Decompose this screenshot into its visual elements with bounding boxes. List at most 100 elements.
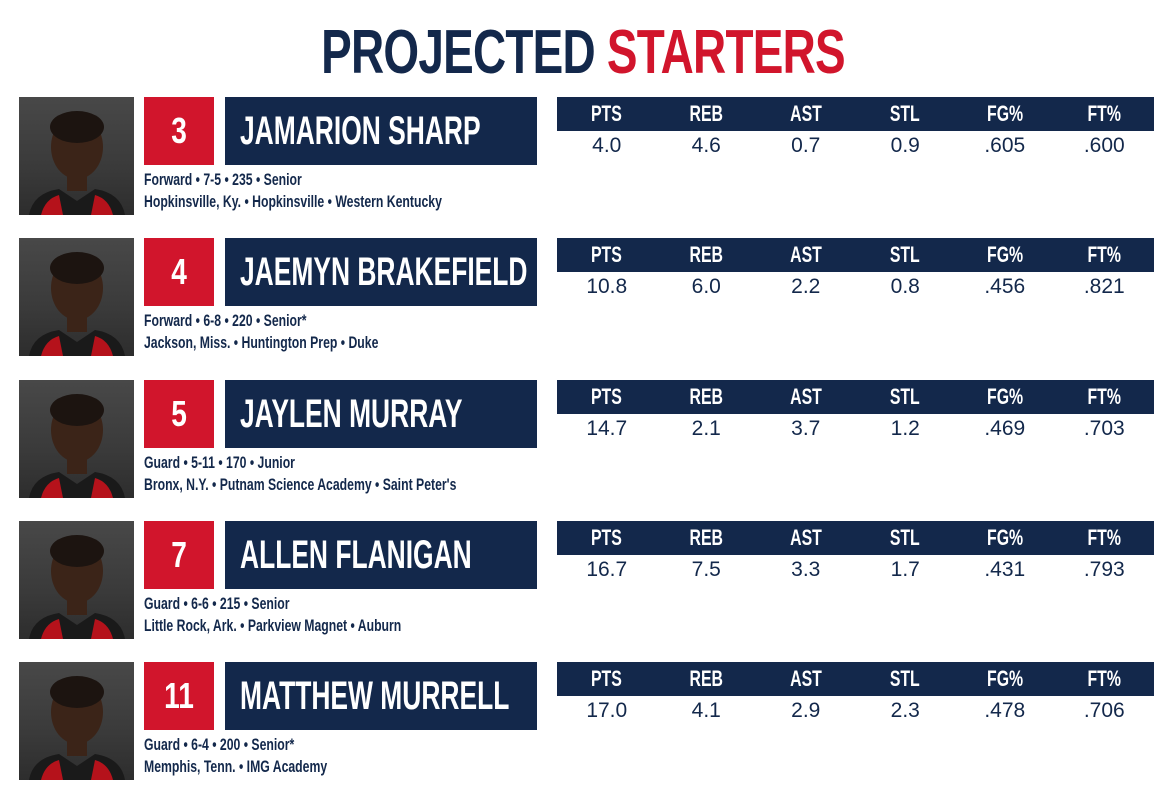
stat-value: .600	[1083, 134, 1125, 157]
stat-header: AST	[789, 666, 822, 691]
player-stats-table: PTS REB AST STL FG% FT% 17.0 4.1 2.9 2.3 .478 .706	[557, 662, 1154, 726]
stats-value-row: 17.0 4.1 2.9 2.3 .478 .706	[557, 696, 1154, 726]
stat-header: STL	[890, 666, 921, 691]
stat-header: FG%	[986, 525, 1023, 550]
stats-value-row: 14.7 2.1 3.7 1.2 .469 .703	[557, 414, 1154, 444]
stat-value: .456	[984, 275, 1026, 298]
stat-header: STL	[890, 384, 921, 409]
stat-header: STL	[890, 242, 921, 267]
stat-value: .706	[1083, 699, 1125, 722]
player-stats-table: PTS REB AST STL FG% FT% 14.7 2.1 3.7 1.2 .469 .703	[557, 380, 1154, 444]
jersey-number: 3	[144, 97, 214, 165]
stat-value: 16.7	[586, 558, 628, 581]
player-hometown-line: Memphis, Tenn. • IMG Academy	[144, 757, 328, 776]
stat-header: FT%	[1087, 242, 1121, 267]
stat-header: STL	[890, 525, 921, 550]
player-name: JAYLEN MURRAY	[225, 380, 537, 448]
stat-header: STL	[890, 101, 921, 126]
player-name: ALLEN FLANIGAN	[225, 521, 537, 589]
stats-value-row: 16.7 7.5 3.3 1.7 .431 .793	[557, 555, 1154, 585]
stats-value-row: 10.8 6.0 2.2 0.8 .456 .821	[557, 272, 1154, 302]
player-row: 11 MATTHEW MURRELL Guard • 6-4 • 200 • Sen…	[0, 662, 1166, 782]
stat-value: 3.7	[791, 417, 821, 440]
stat-value: 4.1	[691, 699, 721, 722]
player-headshot	[19, 521, 134, 639]
player-bio-line: Guard • 6-6 • 215 • Senior	[144, 594, 290, 613]
stat-value: .703	[1083, 417, 1125, 440]
player-name: JAEMYN BRAKEFIELD	[225, 238, 537, 306]
stat-value: 1.7	[890, 558, 920, 581]
stat-value: 2.9	[791, 699, 821, 722]
stat-header: AST	[789, 384, 822, 409]
stat-value: 2.3	[890, 699, 920, 722]
stats-header-row: PTS REB AST STL FG% FT%	[557, 97, 1154, 131]
stat-header: FT%	[1087, 525, 1121, 550]
stat-value: .431	[984, 558, 1026, 581]
stats-header-row: PTS REB AST STL FG% FT%	[557, 238, 1154, 272]
player-stats-table: PTS REB AST STL FG% FT% 10.8 6.0 2.2 0.8 .456 .821	[557, 238, 1154, 302]
stat-value: 7.5	[691, 558, 721, 581]
stat-value: 17.0	[586, 699, 628, 722]
stat-header: FG%	[986, 666, 1023, 691]
stat-value: 4.0	[592, 134, 622, 157]
stat-header: AST	[789, 101, 822, 126]
stats-value-row: 4.0 4.6 0.7 0.9 .605 .600	[557, 131, 1154, 161]
player-row: 5 JAYLEN MURRAY Guard • 5-11 • 170 • Junio…	[0, 380, 1166, 500]
stat-value: 0.8	[890, 275, 920, 298]
stat-header: PTS	[591, 242, 623, 267]
stat-value: 1.2	[890, 417, 920, 440]
stat-header: FG%	[986, 242, 1023, 267]
stats-header-row: PTS REB AST STL FG% FT%	[557, 662, 1154, 696]
jersey-number: 11	[144, 662, 214, 730]
stat-header: PTS	[591, 525, 623, 550]
stat-header: REB	[689, 666, 723, 691]
stat-value: .793	[1083, 558, 1125, 581]
player-bio-line: Guard • 6-4 • 200 • Senior*	[144, 735, 295, 754]
title-word-starters: STARTERS	[606, 18, 846, 87]
stat-value: .821	[1083, 275, 1125, 298]
player-headshot	[19, 380, 134, 498]
player-name: JAMARION SHARP	[225, 97, 537, 165]
stat-header: AST	[789, 242, 822, 267]
player-headshot	[19, 662, 134, 780]
stat-value: .469	[984, 417, 1026, 440]
player-row: 4 JAEMYN BRAKEFIELD Forward • 6-8 • 220 • …	[0, 238, 1166, 358]
jersey-number: 5	[144, 380, 214, 448]
stat-value: .605	[984, 134, 1026, 157]
stat-header: PTS	[591, 101, 623, 126]
stat-value: 4.6	[691, 134, 721, 157]
stat-header: REB	[689, 242, 723, 267]
stat-header: FT%	[1087, 101, 1121, 126]
stat-header: REB	[689, 384, 723, 409]
player-bio-line: Forward • 6-8 • 220 • Senior*	[144, 311, 307, 330]
player-headshot	[19, 97, 134, 215]
player-bio-line: Guard • 5-11 • 170 • Junior	[144, 453, 295, 472]
stats-header-row: PTS REB AST STL FG% FT%	[557, 521, 1154, 555]
player-hometown-line: Jackson, Miss. • Huntington Prep • Duke	[144, 333, 379, 352]
stat-header: FT%	[1087, 384, 1121, 409]
stats-header-row: PTS REB AST STL FG% FT%	[557, 380, 1154, 414]
stat-header: PTS	[591, 384, 623, 409]
stat-value: 0.7	[791, 134, 821, 157]
stat-value: 10.8	[586, 275, 628, 298]
player-row: 7 ALLEN FLANIGAN Guard • 6-6 • 215 • Senio…	[0, 521, 1166, 641]
player-stats-table: PTS REB AST STL FG% FT% 16.7 7.5 3.3 1.7 .431 .793	[557, 521, 1154, 585]
stat-value: 6.0	[691, 275, 721, 298]
stat-value: 0.9	[890, 134, 920, 157]
stat-header: FG%	[986, 101, 1023, 126]
stat-header: PTS	[591, 666, 623, 691]
player-hometown-line: Little Rock, Ark. • Parkview Magnet • Au…	[144, 616, 402, 635]
page-title: PROJECTED STARTERS	[152, 14, 1015, 92]
stat-value: 3.3	[791, 558, 821, 581]
jersey-number: 7	[144, 521, 214, 589]
stat-header: REB	[689, 525, 723, 550]
player-hometown-line: Hopkinsville, Ky. • Hopkinsville • Weste…	[144, 192, 442, 211]
player-row: 3 JAMARION SHARP Forward • 7-5 • 235 • Sen…	[0, 97, 1166, 217]
stat-header: AST	[789, 525, 822, 550]
title-word-projected: PROJECTED	[321, 18, 596, 87]
stat-value: .478	[984, 699, 1026, 722]
stat-value: 2.1	[691, 417, 721, 440]
player-headshot	[19, 238, 134, 356]
stat-value: 14.7	[586, 417, 628, 440]
stat-value: 2.2	[791, 275, 821, 298]
